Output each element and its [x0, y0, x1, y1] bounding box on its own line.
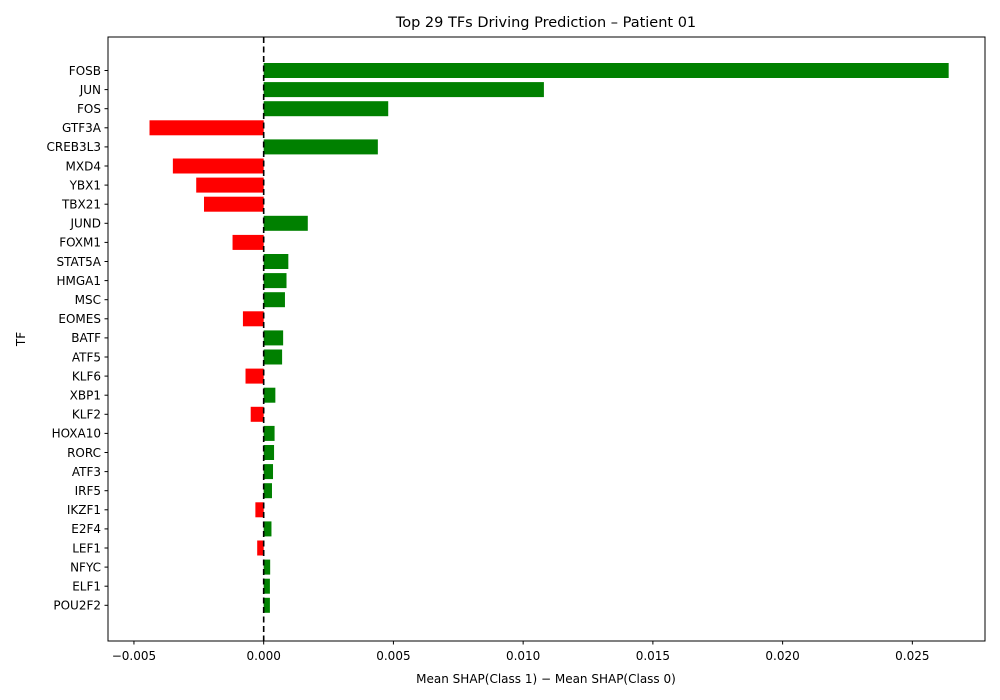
bar-eomes	[242, 311, 264, 327]
x-tick-label: 0.000	[247, 649, 281, 663]
y-tick-label: YBX1	[69, 178, 101, 192]
x-axis-ticks: −0.005 0.000 0.005 0.010 0.015 0.020 0.025	[112, 641, 930, 663]
y-tick-label: GTF3A	[62, 121, 102, 135]
x-axis-label: Mean SHAP(Class 1) − Mean SHAP(Class 0)	[416, 672, 676, 686]
y-tick-label: STAT5A	[57, 255, 102, 269]
bar-ybx1	[196, 177, 264, 193]
y-tick-label: LEF1	[72, 541, 101, 555]
bar-creb3l3	[263, 139, 378, 155]
bar-e2f4	[263, 521, 272, 537]
x-tick-label: 0.020	[765, 649, 799, 663]
x-tick-label: 0.015	[636, 649, 670, 663]
bar-fos	[263, 101, 389, 117]
bar-irf5	[263, 483, 272, 499]
y-tick-label: ATF5	[72, 350, 101, 364]
bar-lef1	[257, 540, 264, 556]
y-tick-label: E2F4	[71, 522, 101, 536]
y-tick-label: POU2F2	[53, 599, 101, 613]
y-tick-label: KLF2	[72, 408, 101, 422]
bar-atf5	[263, 349, 283, 365]
y-tick-label: FOXM1	[59, 236, 101, 250]
y-tick-label: NFYC	[70, 560, 101, 574]
bar-atf3	[263, 464, 274, 480]
y-tick-label: MSC	[75, 293, 101, 307]
bar-pou2f2	[263, 597, 270, 613]
x-tick-label: 0.005	[376, 649, 410, 663]
bar-xbp1	[263, 387, 276, 403]
y-tick-label: TBX21	[61, 198, 101, 212]
y-tick-label: ATF3	[72, 465, 101, 479]
bar-klf6	[245, 368, 264, 384]
bar-batf	[263, 330, 284, 346]
plot-frame	[107, 36, 986, 642]
bar-klf2	[250, 406, 264, 422]
y-axis-label: TF	[14, 332, 28, 347]
bar-stat5a	[263, 254, 289, 269]
y-tick-label: XBP1	[70, 389, 101, 403]
bar-jund	[263, 215, 308, 231]
bar-tbx21	[204, 196, 264, 212]
bars-group	[149, 63, 949, 613]
y-tick-label: FOS	[77, 102, 101, 116]
y-tick-label: BATF	[71, 331, 101, 345]
y-tick-label: IRF5	[75, 484, 101, 498]
bar-nfyc	[263, 559, 271, 575]
y-tick-label: FOSB	[69, 64, 101, 78]
x-tick-label: 0.025	[895, 649, 929, 663]
bar-gtf3a	[149, 120, 264, 136]
bar-foxm1	[232, 234, 264, 250]
bar-hoxa10	[263, 425, 275, 441]
x-tick-label: 0.010	[506, 649, 540, 663]
bar-msc	[263, 292, 285, 308]
bar-fosb	[263, 63, 949, 78]
y-tick-label: IKZF1	[67, 503, 101, 517]
y-tick-label: ELF1	[72, 580, 101, 594]
x-tick-label: −0.005	[112, 649, 156, 663]
y-tick-label: KLF6	[72, 369, 101, 383]
y-tick-label: JUN	[79, 83, 101, 97]
bar-rorc	[263, 445, 275, 460]
bar-hmga1	[263, 273, 287, 289]
y-tick-label: MXD4	[66, 159, 101, 173]
bar-ikzf1	[255, 502, 264, 518]
bar-jun	[263, 82, 544, 98]
y-tick-label: RORC	[67, 446, 101, 460]
bar-elf1	[263, 578, 270, 594]
bar-mxd4	[172, 158, 264, 174]
y-tick-label: EOMES	[58, 312, 101, 326]
y-tick-label: CREB3L3	[47, 140, 102, 154]
y-tick-label: HMGA1	[56, 274, 101, 288]
y-tick-label: HOXA10	[52, 427, 101, 441]
y-tick-label: JUND	[69, 217, 101, 231]
chart-title: Top 29 TFs Driving Prediction – Patient …	[395, 15, 696, 31]
y-axis-ticks: FOSB JUN FOS GTF3A CREB3L3 MXD4 YBX1 TBX21 JUND F…	[47, 64, 108, 613]
